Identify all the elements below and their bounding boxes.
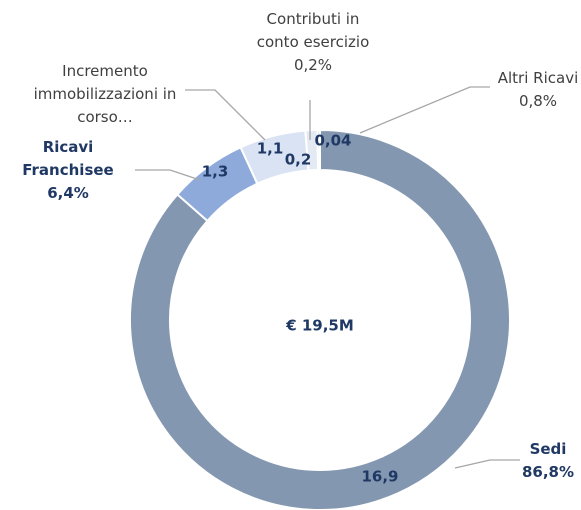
value-label: 0,2 — [285, 151, 312, 169]
percent-label: 0,8% — [518, 92, 558, 110]
category-name: Incremento immobilizzazioni in corso… — [33, 62, 177, 126]
leader-line — [454, 459, 520, 469]
slice — [316, 128, 321, 172]
slices — [129, 128, 511, 510]
leader-line — [185, 89, 266, 141]
value-label: 16,9 — [361, 468, 398, 486]
category-label: Sedi 86,8% — [513, 438, 581, 484]
category-label: Altri Ricavi 0,8% — [483, 67, 581, 113]
category-label: Contributi in conto esercizio 0,2% — [253, 8, 373, 77]
value-label: 1,1 — [257, 140, 284, 158]
category-name: Ricavi Franchisee — [22, 138, 114, 179]
value-label: 1,3 — [202, 163, 229, 181]
value-label: 0,04 — [314, 132, 351, 150]
category-name: Contributi in conto esercizio — [256, 10, 370, 51]
category-label: Incremento immobilizzazioni in corso… — [15, 60, 195, 129]
center-label: € 19,5M — [285, 317, 354, 335]
leader-line — [359, 86, 490, 134]
category-name: Sedi — [529, 440, 567, 458]
category-name: Altri Ricavi — [497, 69, 579, 87]
percent-label: 6,4% — [47, 184, 89, 202]
percent-label: 86,8% — [521, 463, 575, 481]
leader-line — [135, 169, 201, 181]
category-label: Ricavi Franchisee 6,4% — [13, 136, 123, 205]
percent-label: 0,2% — [293, 56, 333, 74]
slice — [129, 128, 511, 510]
